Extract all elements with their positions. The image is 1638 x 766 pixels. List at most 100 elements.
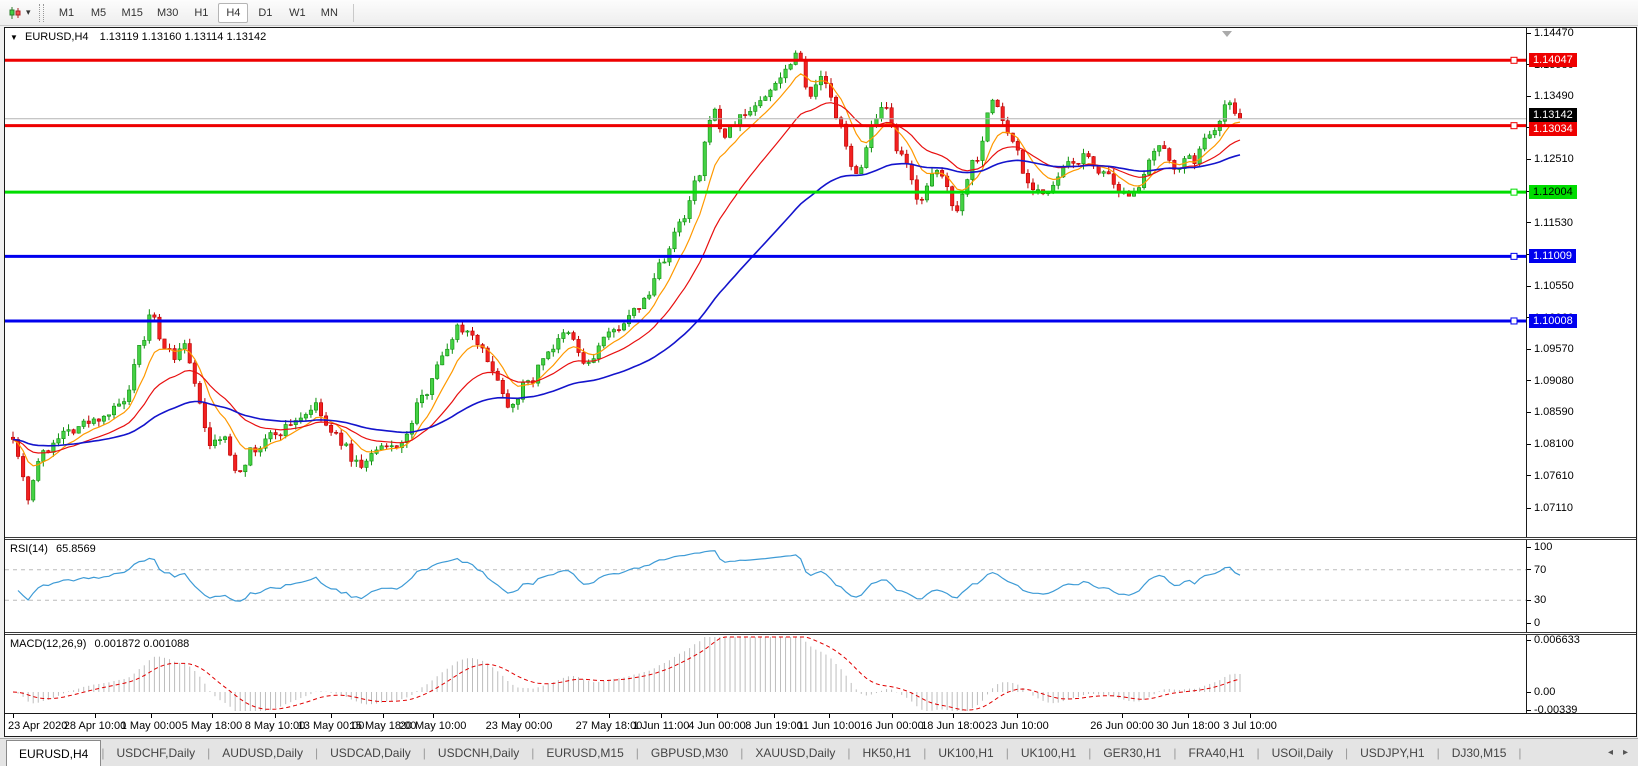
line-handle[interactable] — [1510, 188, 1518, 196]
tab-separator: | — [740, 745, 744, 760]
timeframe-m1[interactable]: M1 — [52, 3, 82, 23]
timeframe-m30[interactable]: M30 — [151, 3, 184, 23]
chart-tabbar: EURUSD,H4 | USDCHF,Daily | AUDUSD,Daily | USDC… — [0, 738, 1638, 766]
chart-tab-usdcad-daily[interactable]: USDCAD,Daily — [330, 745, 411, 760]
chart-type-icon[interactable] — [4, 3, 26, 23]
chart-tab-hk50-h1[interactable]: HK50,H1 — [862, 745, 912, 760]
time-tick — [275, 714, 276, 718]
rsi-tick: 0 — [1527, 617, 1540, 629]
time-tick — [383, 714, 384, 718]
price-tick: 1.09080 — [1527, 375, 1574, 387]
chart-tab-usdchf-daily[interactable]: USDCHF,Daily — [116, 745, 196, 760]
time-tick — [717, 714, 718, 718]
time-tick — [212, 714, 213, 718]
chart-tab-uk100-h1[interactable]: UK100,H1 — [938, 745, 994, 760]
chart-tab-eurusd-h4[interactable]: EURUSD,H4 — [6, 740, 102, 766]
time-tick — [1122, 714, 1123, 718]
tab-scroll-left-icon[interactable]: ◂ — [1607, 747, 1613, 758]
chart-tab-eurusd-m15[interactable]: EURUSD,M15 — [546, 745, 624, 760]
time-label: 20 May 10:00 — [399, 720, 467, 732]
tab-separator: | — [635, 745, 639, 760]
chart-tab-usdjpy-h1[interactable]: USDJPY,H1 — [1360, 745, 1425, 760]
fast-ma-line — [12, 73, 1241, 467]
time-tick — [609, 714, 610, 718]
panel-splitter[interactable] — [5, 632, 1636, 635]
rsi-tick: 70 — [1527, 564, 1546, 576]
line-handle[interactable] — [1510, 56, 1518, 64]
slow-ma-line — [12, 154, 1241, 447]
timeframe-mn[interactable]: MN — [314, 3, 344, 23]
chart-tab-dj30-m15[interactable]: DJ30,M15 — [1451, 745, 1507, 760]
macd-title: MACD(12,26,9) 0.001872 0.001088 — [10, 638, 189, 650]
timeframe-w1[interactable]: W1 — [282, 3, 312, 23]
tab-separator: | — [1005, 745, 1009, 760]
time-label: 23 May 00:00 — [485, 720, 553, 732]
time-tick — [1017, 714, 1018, 718]
timeframe-m15[interactable]: M15 — [116, 3, 149, 23]
timeframe-h4[interactable]: H4 — [218, 2, 249, 23]
time-tick — [953, 714, 954, 718]
price-tag-1.12004: 1.12004 — [1529, 185, 1577, 200]
tab-scroll-right-icon[interactable]: ▸ — [1622, 747, 1628, 758]
rsi-tick: 100 — [1527, 541, 1552, 553]
price-tag-1.13034: 1.13034 — [1529, 121, 1577, 136]
line-handle[interactable] — [1510, 317, 1518, 325]
price-chart-plot[interactable]: ▼ EURUSD,H4 1.13119 1.13160 1.13114 1.13… — [5, 28, 1526, 537]
chart-ohlc: 1.13119 1.13160 1.13114 1.13142 — [99, 31, 267, 43]
tab-separator: | — [1518, 745, 1522, 760]
timeframe-h1[interactable]: H1 — [186, 3, 216, 23]
price-tag-1.10008: 1.10008 — [1529, 313, 1577, 328]
time-label: 11 Jun 10:00 — [797, 720, 861, 732]
price-tick: 1.07110 — [1527, 502, 1573, 514]
panel-splitter[interactable] — [5, 537, 1636, 540]
price-tag-1.14047: 1.14047 — [1529, 53, 1577, 68]
time-label: 18 Jun 18:00 — [921, 720, 985, 732]
macd-signal-line — [12, 636, 1241, 711]
time-axis[interactable]: 23 Apr 2020 28 Apr 10:00 1 May 00:00 5 May … — [5, 713, 1636, 736]
chart-tab-audusd-daily[interactable]: AUDUSD,Daily — [222, 745, 303, 760]
mid-ma-line — [12, 102, 1241, 454]
price-tick: 1.08100 — [1527, 438, 1574, 450]
tab-separator: | — [207, 745, 211, 760]
price-axis[interactable]: 1.144701.139801.134901.130001.125101.120… — [1526, 27, 1636, 537]
collapse-triangle-icon[interactable]: ▼ — [10, 33, 18, 42]
line-handle[interactable] — [1510, 252, 1518, 260]
macd-chart — [12, 636, 1241, 711]
time-tick — [892, 714, 893, 718]
rsi-panel: RSI(14) 65.8569 100 70 30 0 — [5, 540, 1636, 632]
time-tick — [1250, 714, 1251, 718]
time-tick — [433, 714, 434, 718]
macd-current-values: 0.001872 0.001088 — [94, 638, 190, 650]
chart-tab-uk100-h1[interactable]: UK100,H1 — [1020, 745, 1077, 760]
chart-tab-gbpusd-m30[interactable]: GBPUSD,M30 — [650, 745, 729, 760]
time-label: 5 May 18:00 — [181, 720, 243, 732]
chart-tab-ger30-h1[interactable]: GER30,H1 — [1103, 745, 1162, 760]
chart-tab-usoil-daily[interactable]: USOil,Daily — [1271, 745, 1333, 760]
chart-tab-xauusd-daily[interactable]: XAUUSD,Daily — [755, 745, 836, 760]
price-chart-panel: ▼ EURUSD,H4 1.13119 1.13160 1.13114 1.13… — [5, 27, 1636, 537]
rsi-indicator-name: RSI(14) — [10, 543, 48, 555]
dropdown-caret-icon[interactable]: ▾ — [26, 7, 31, 17]
chart-tab-usdcnh-daily[interactable]: USDCNH,Daily — [437, 745, 520, 760]
rsi-plot[interactable]: RSI(14) 65.8569 — [5, 540, 1526, 632]
chart-title: ▼ EURUSD,H4 1.13119 1.13160 1.13114 1.13… — [10, 31, 266, 43]
macd-axis[interactable]: 0.006633 0.00 -0.00339 — [1526, 634, 1636, 716]
timeframe-m5[interactable]: M5 — [84, 3, 114, 23]
price-tick: 1.12510 — [1527, 153, 1574, 165]
price-tick: 1.11530 — [1527, 217, 1573, 229]
time-label: 30 Jun 18:00 — [1156, 720, 1220, 732]
macd-plot[interactable]: MACD(12,26,9) 0.001872 0.001088 — [5, 635, 1526, 713]
time-label: 1 Jun 11:00 — [632, 720, 690, 732]
chart-window: ▼ EURUSD,H4 1.13119 1.13160 1.13114 1.13… — [4, 27, 1637, 737]
candlestick-glyph — [9, 6, 21, 19]
chart-shift-marker[interactable] — [1222, 31, 1232, 37]
chart-tab-fra40-h1[interactable]: FRA40,H1 — [1188, 745, 1245, 760]
rsi-axis[interactable]: 100 70 30 0 — [1526, 540, 1636, 632]
time-label: 28 Apr 10:00 — [63, 720, 127, 732]
timeframe-toolbar: ▾ M1 M5 M15 M30 H1 H4 D1 W1 MN — [0, 0, 1638, 26]
timeframe-d1[interactable]: D1 — [250, 3, 280, 23]
line-handle[interactable] — [1510, 122, 1518, 130]
tab-separator: | — [101, 745, 105, 760]
macd-panel: MACD(12,26,9) 0.001872 0.001088 0.006633… — [5, 634, 1636, 716]
time-tick — [1188, 714, 1189, 718]
